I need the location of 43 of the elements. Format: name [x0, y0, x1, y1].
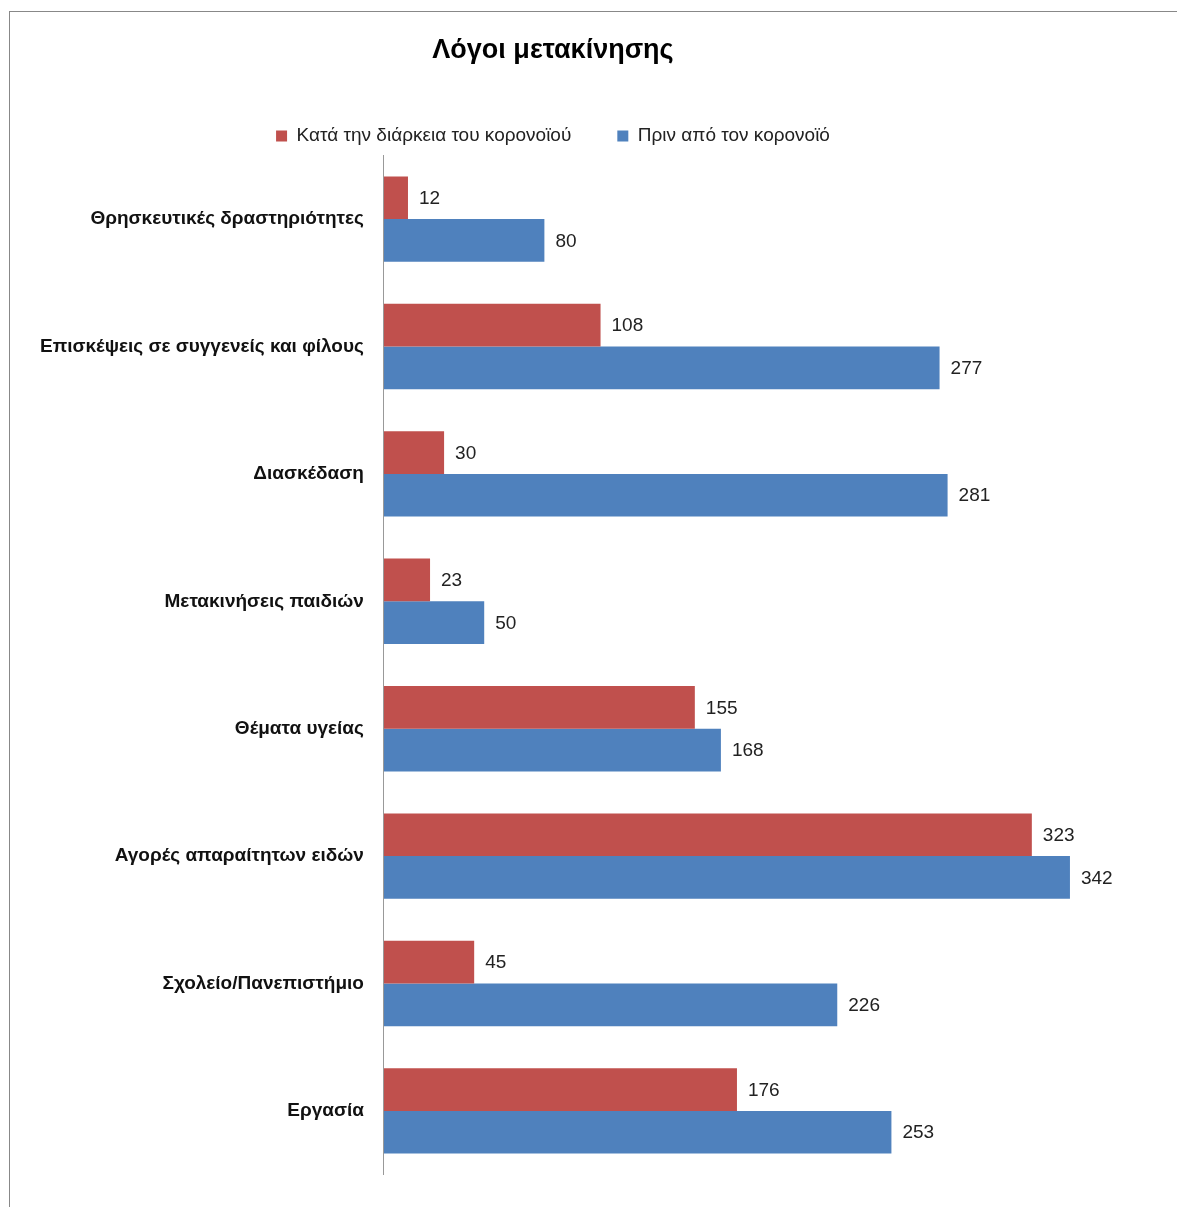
bar	[383, 219, 545, 262]
data-label: 253	[902, 1121, 935, 1143]
data-label: 155	[705, 696, 738, 718]
y-tick-label: Θρησκευτικές δραστηριότητες	[90, 207, 365, 229]
data-label: 323	[1042, 823, 1075, 845]
bar	[383, 473, 948, 517]
bar	[383, 431, 445, 474]
y-tick-label: Επισκέψεις σε συγγενείς και φίλους	[39, 334, 365, 356]
y-tick-label: Εργασία	[287, 1099, 365, 1121]
bar	[383, 346, 940, 390]
bar	[383, 856, 1070, 899]
data-label: 342	[1080, 866, 1113, 888]
legend-label: Πριν από τον κορονοϊό	[637, 124, 830, 146]
bar	[383, 1068, 737, 1111]
data-label: 50	[495, 611, 517, 633]
bar	[383, 303, 601, 347]
y-tick-label: Σχολείο/Πανεπιστήμιο	[162, 971, 364, 993]
data-label: 277	[950, 357, 983, 379]
bar	[383, 940, 475, 984]
bar	[383, 728, 721, 772]
data-label: 108	[611, 314, 644, 336]
y-tick-label: Διασκέδαση	[253, 462, 364, 484]
data-label: 45	[485, 951, 507, 973]
bar	[383, 558, 431, 602]
data-label: 281	[958, 484, 991, 506]
bar	[383, 686, 695, 729]
bar	[383, 813, 1032, 857]
data-label: 30	[455, 441, 477, 463]
data-label: 176	[747, 1078, 780, 1100]
chart-title: Λόγοι μετακίνησης	[432, 33, 674, 64]
bar	[383, 176, 408, 220]
data-label: 168	[731, 739, 764, 761]
bar	[383, 1110, 892, 1154]
data-label: 226	[848, 994, 880, 1016]
legend-label: Κατά την διάρκεια του κορονοϊού	[296, 124, 572, 146]
y-tick-label: Αγορές απαραίτητων ειδών	[114, 844, 364, 866]
bar	[383, 983, 838, 1027]
data-label: 80	[555, 229, 577, 251]
y-tick-label: Μετακινήσεις παιδιών	[164, 589, 364, 611]
bar	[383, 601, 485, 644]
data-label: 12	[418, 186, 441, 208]
data-label: 23	[441, 569, 463, 591]
y-tick-label: Θέματα υγείας	[234, 716, 365, 738]
